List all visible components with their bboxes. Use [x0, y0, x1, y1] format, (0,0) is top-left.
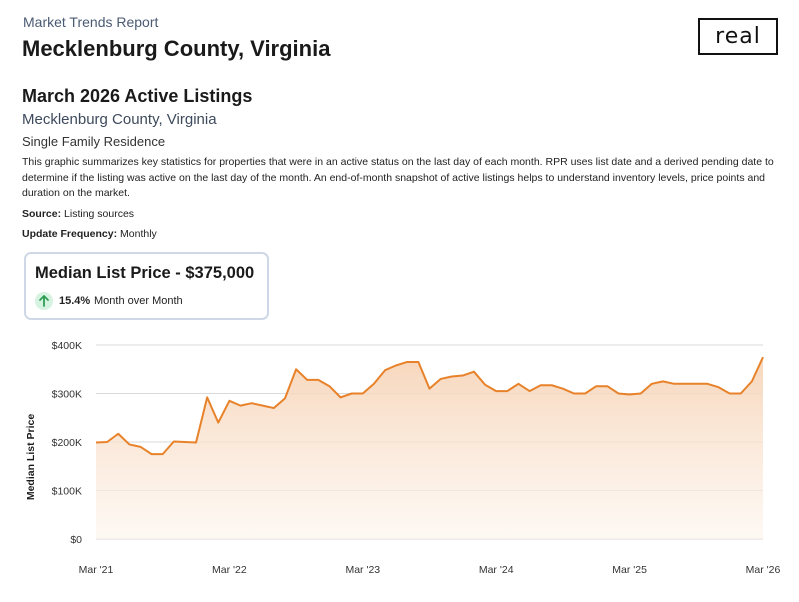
description: This graphic summarizes key statistics f… — [22, 156, 774, 199]
data-point — [228, 400, 230, 402]
data-point — [284, 397, 286, 399]
area-fill — [96, 357, 763, 539]
data-point — [673, 383, 675, 385]
data-point — [306, 379, 308, 381]
data-point — [440, 378, 442, 380]
y-tick-label: $0 — [70, 534, 82, 546]
x-tick-label: Mar '21 — [79, 564, 114, 576]
data-point — [151, 453, 153, 455]
data-point — [295, 368, 297, 370]
data-point — [351, 393, 353, 395]
frequency-value: Monthly — [120, 228, 157, 240]
data-point — [762, 356, 764, 358]
data-point — [684, 383, 686, 385]
data-point — [718, 386, 720, 388]
data-point — [662, 380, 664, 382]
section-title: March 2026 Active Listings — [22, 86, 253, 106]
data-point — [206, 396, 208, 398]
data-point — [695, 383, 697, 385]
x-tick-label: Mar '24 — [479, 564, 514, 576]
x-tick-label: Mar '23 — [345, 564, 380, 576]
data-point — [262, 405, 264, 407]
data-point — [395, 364, 397, 366]
data-point — [584, 393, 586, 395]
data-point — [384, 369, 386, 371]
data-point — [217, 422, 219, 424]
data-point — [640, 393, 642, 395]
change-label: Month over Month — [94, 295, 183, 307]
data-point — [417, 361, 419, 363]
source-line: Source: Listing sources — [22, 208, 134, 220]
data-point — [106, 441, 108, 443]
data-point — [373, 383, 375, 385]
x-tick-label: Mar '25 — [612, 564, 647, 576]
y-tick-label: $200K — [52, 437, 82, 449]
data-point — [629, 393, 631, 395]
data-point — [473, 371, 475, 373]
up-arrow-icon — [35, 292, 53, 310]
data-point — [729, 393, 731, 395]
data-point — [128, 443, 130, 445]
frequency-label: Update Frequency: — [22, 228, 118, 240]
real-logo: real — [698, 18, 778, 55]
source-label: Source: — [22, 208, 62, 220]
data-point — [573, 393, 575, 395]
data-point — [162, 453, 164, 455]
series-line — [95, 356, 764, 456]
data-point — [462, 375, 464, 377]
data-point — [195, 441, 197, 443]
card-title: Median List Price - $375,000 — [35, 264, 255, 282]
data-point — [517, 383, 519, 385]
data-point — [751, 380, 753, 382]
data-point — [317, 379, 319, 381]
data-point — [495, 390, 497, 392]
property-type: Single Family Residence — [22, 134, 166, 149]
data-point — [551, 384, 553, 386]
median-price-card: Median List Price - $375,000 15.4% Month… — [24, 252, 269, 320]
data-point — [340, 396, 342, 398]
data-point — [139, 446, 141, 448]
logo-text: real — [715, 24, 761, 49]
data-point — [173, 441, 175, 443]
data-point — [451, 376, 453, 378]
data-point — [484, 384, 486, 386]
data-point — [362, 393, 364, 395]
change-percent: 15.4% — [59, 295, 91, 307]
data-point — [617, 393, 619, 395]
data-point — [706, 383, 708, 385]
x-tick-label: Mar '22 — [212, 564, 247, 576]
report-label: Market Trends Report — [23, 14, 159, 30]
y-axis-label: Median List Price — [25, 414, 37, 501]
data-point — [240, 405, 242, 407]
data-point — [184, 441, 186, 443]
median-list-price-chart: $0 $100K $200K $300K $400K Mar '21 Mar '22 Mar … — [25, 340, 781, 576]
data-point — [328, 385, 330, 387]
data-point — [506, 390, 508, 392]
y-tick-label: $400K — [52, 340, 82, 352]
data-point — [540, 384, 542, 386]
county-title: Mecklenburg County, Virginia — [22, 36, 331, 61]
section-subtitle: Mecklenburg County, Virginia — [22, 111, 217, 128]
y-tick-label: $100K — [52, 486, 82, 498]
data-point — [429, 388, 431, 390]
source-value: Listing sources — [64, 208, 135, 220]
data-point — [273, 407, 275, 409]
data-point — [606, 385, 608, 387]
data-point — [406, 361, 408, 363]
data-point — [251, 402, 253, 404]
data-point — [740, 393, 742, 395]
frequency-line: Update Frequency: Monthly — [22, 228, 157, 240]
data-point — [651, 383, 653, 385]
y-tick-label: $300K — [52, 389, 82, 401]
data-point — [595, 385, 597, 387]
data-point — [95, 441, 97, 443]
data-point — [117, 433, 119, 435]
data-point — [529, 390, 531, 392]
data-point — [562, 388, 564, 390]
x-tick-label: Mar '26 — [746, 564, 781, 576]
